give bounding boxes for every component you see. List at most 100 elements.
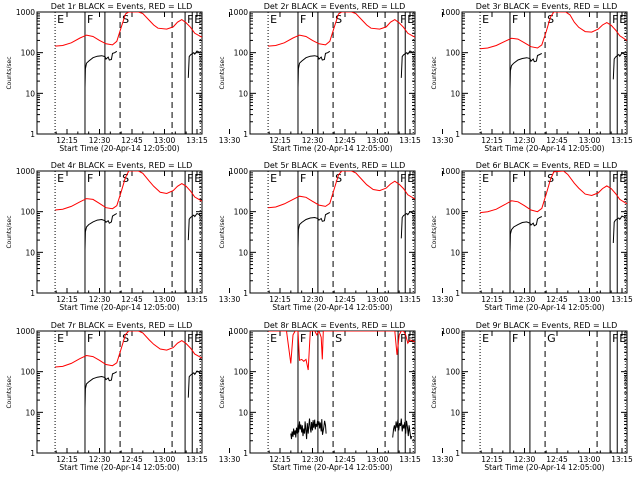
panel-det-3: Det 3r BLACK = Events, RED = LLD 1 10 100 10… (431, 2, 633, 153)
y-tick-label: 10 (450, 408, 460, 417)
marker-label: E (407, 13, 414, 26)
x-tick-label: 12:30 (302, 295, 324, 304)
panel-title: Det 3r BLACK = Events, RED = LLD (476, 2, 618, 11)
events-series-line (509, 52, 543, 89)
marker-label: S (122, 332, 129, 345)
marker-label: S (547, 13, 554, 26)
y-axis-label: Counts/sec (431, 375, 438, 408)
marker-label: F (512, 172, 518, 185)
events-series-line (400, 50, 414, 78)
x-tick-label: 13:00 (367, 455, 389, 464)
marker-label: E (619, 172, 626, 185)
y-tick-label: 10 (25, 408, 35, 417)
marker-label: F (87, 172, 93, 185)
x-tick-label: 12:15 (481, 136, 503, 145)
panel-det-2: Det 2r BLACK = Events, RED = LLD 1 10 100 10… (219, 2, 454, 153)
plot-frame (36, 170, 203, 294)
lld-series-line (268, 12, 415, 47)
x-tick-label: 12:15 (481, 295, 503, 304)
x-tick-label: 13:15 (399, 455, 421, 464)
x-tick-label: 13:30 (432, 295, 454, 304)
marker-label: E (194, 13, 201, 26)
x-axis-label: Start Time (20-Apr-14 12:05:00) (59, 144, 179, 153)
y-tick-label: 1000 (16, 327, 35, 336)
x-tick-label: 13:00 (367, 295, 389, 304)
marker-label: F (300, 13, 306, 26)
marker-label: F (612, 172, 618, 185)
y-tick-label: 10 (25, 248, 35, 257)
x-tick-label: 12:30 (89, 455, 111, 464)
x-axis-label: Start Time (20-Apr-14 12:05:00) (484, 144, 604, 153)
panel-title: Det 5r BLACK = Events, RED = LLD (264, 161, 406, 170)
x-tick-label: 12:45 (121, 295, 143, 304)
marker-label: S (122, 13, 129, 26)
y-tick-label: 1 (455, 130, 460, 139)
y-tick-label: 10 (238, 248, 248, 257)
marker-label: E (57, 172, 64, 185)
marker-label: E (619, 332, 626, 345)
x-tick-label: 13:00 (154, 455, 176, 464)
events-series-line (297, 50, 331, 88)
x-tick-label: 13:15 (186, 455, 208, 464)
events-series-line (187, 50, 201, 78)
x-tick-label: 13:15 (611, 455, 633, 464)
marker-label: E (57, 13, 64, 26)
x-tick-label: 12:45 (334, 295, 356, 304)
x-tick-label: 13:00 (367, 136, 389, 145)
x-axis-label: Start Time (20-Apr-14 12:05:00) (59, 463, 179, 472)
x-tick-label: 13:15 (186, 295, 208, 304)
x-axis-label: Start Time (20-Apr-14 12:05:00) (59, 303, 179, 312)
events-series-line (187, 212, 201, 241)
y-tick-label: 1000 (16, 8, 35, 17)
y-tick-label: 100 (21, 368, 36, 377)
x-tick-label: 12:30 (89, 295, 111, 304)
events-series-line (187, 370, 201, 398)
y-tick-label: 100 (446, 368, 461, 377)
x-tick-label: 13:30 (219, 295, 241, 304)
marker-label: E (194, 172, 201, 185)
panel-det-7: Det 7r BLACK = Events, RED = LLD 1 10 100 10… (6, 321, 241, 472)
plot-frame (249, 170, 416, 294)
y-tick-label: 1 (243, 130, 248, 139)
x-tick-label: 12:45 (121, 136, 143, 145)
y-tick-label: 100 (234, 49, 249, 58)
marker-label: S (335, 332, 342, 345)
plot-frame (461, 11, 628, 135)
panel-det-6: Det 6r BLACK = Events, RED = LLD 1 10 100 10… (431, 161, 633, 312)
marker-label: F (300, 172, 306, 185)
x-tick-label: 13:15 (399, 295, 421, 304)
marker-label: S (335, 172, 342, 185)
marker-label: F (300, 332, 306, 345)
x-tick-label: 13:30 (432, 136, 454, 145)
marker-label: E (270, 332, 277, 345)
x-tick-label: 13:00 (154, 136, 176, 145)
lld-series-line (55, 12, 202, 47)
y-tick-label: 100 (446, 49, 461, 58)
x-tick-label: 12:45 (334, 136, 356, 145)
y-tick-label: 1000 (441, 167, 460, 176)
x-tick-label: 13:00 (579, 136, 601, 145)
y-axis-label: Counts/sec (219, 215, 226, 248)
lld-series-line (268, 331, 415, 371)
x-tick-label: 13:15 (611, 136, 633, 145)
marker-label: E (194, 332, 201, 345)
y-tick-label: 1000 (229, 8, 248, 17)
x-tick-label: 12:30 (302, 455, 324, 464)
marker-label: E (57, 332, 64, 345)
y-tick-label: 10 (238, 89, 248, 98)
y-tick-label: 100 (446, 208, 461, 217)
y-tick-label: 1 (30, 130, 35, 139)
marker-label: E (407, 332, 414, 345)
events-series-line (400, 211, 414, 239)
y-tick-label: 1000 (441, 8, 460, 17)
y-axis-label: Counts/sec (6, 375, 13, 408)
marker-label: E (619, 13, 626, 26)
y-tick-label: 100 (234, 368, 249, 377)
events-series-line (612, 52, 626, 80)
y-axis-label: Counts/sec (219, 56, 226, 89)
y-tick-label: 10 (238, 408, 248, 417)
events-series-line (297, 211, 331, 248)
x-tick-label: 12:45 (546, 455, 568, 464)
x-tick-label: 12:30 (302, 136, 324, 145)
